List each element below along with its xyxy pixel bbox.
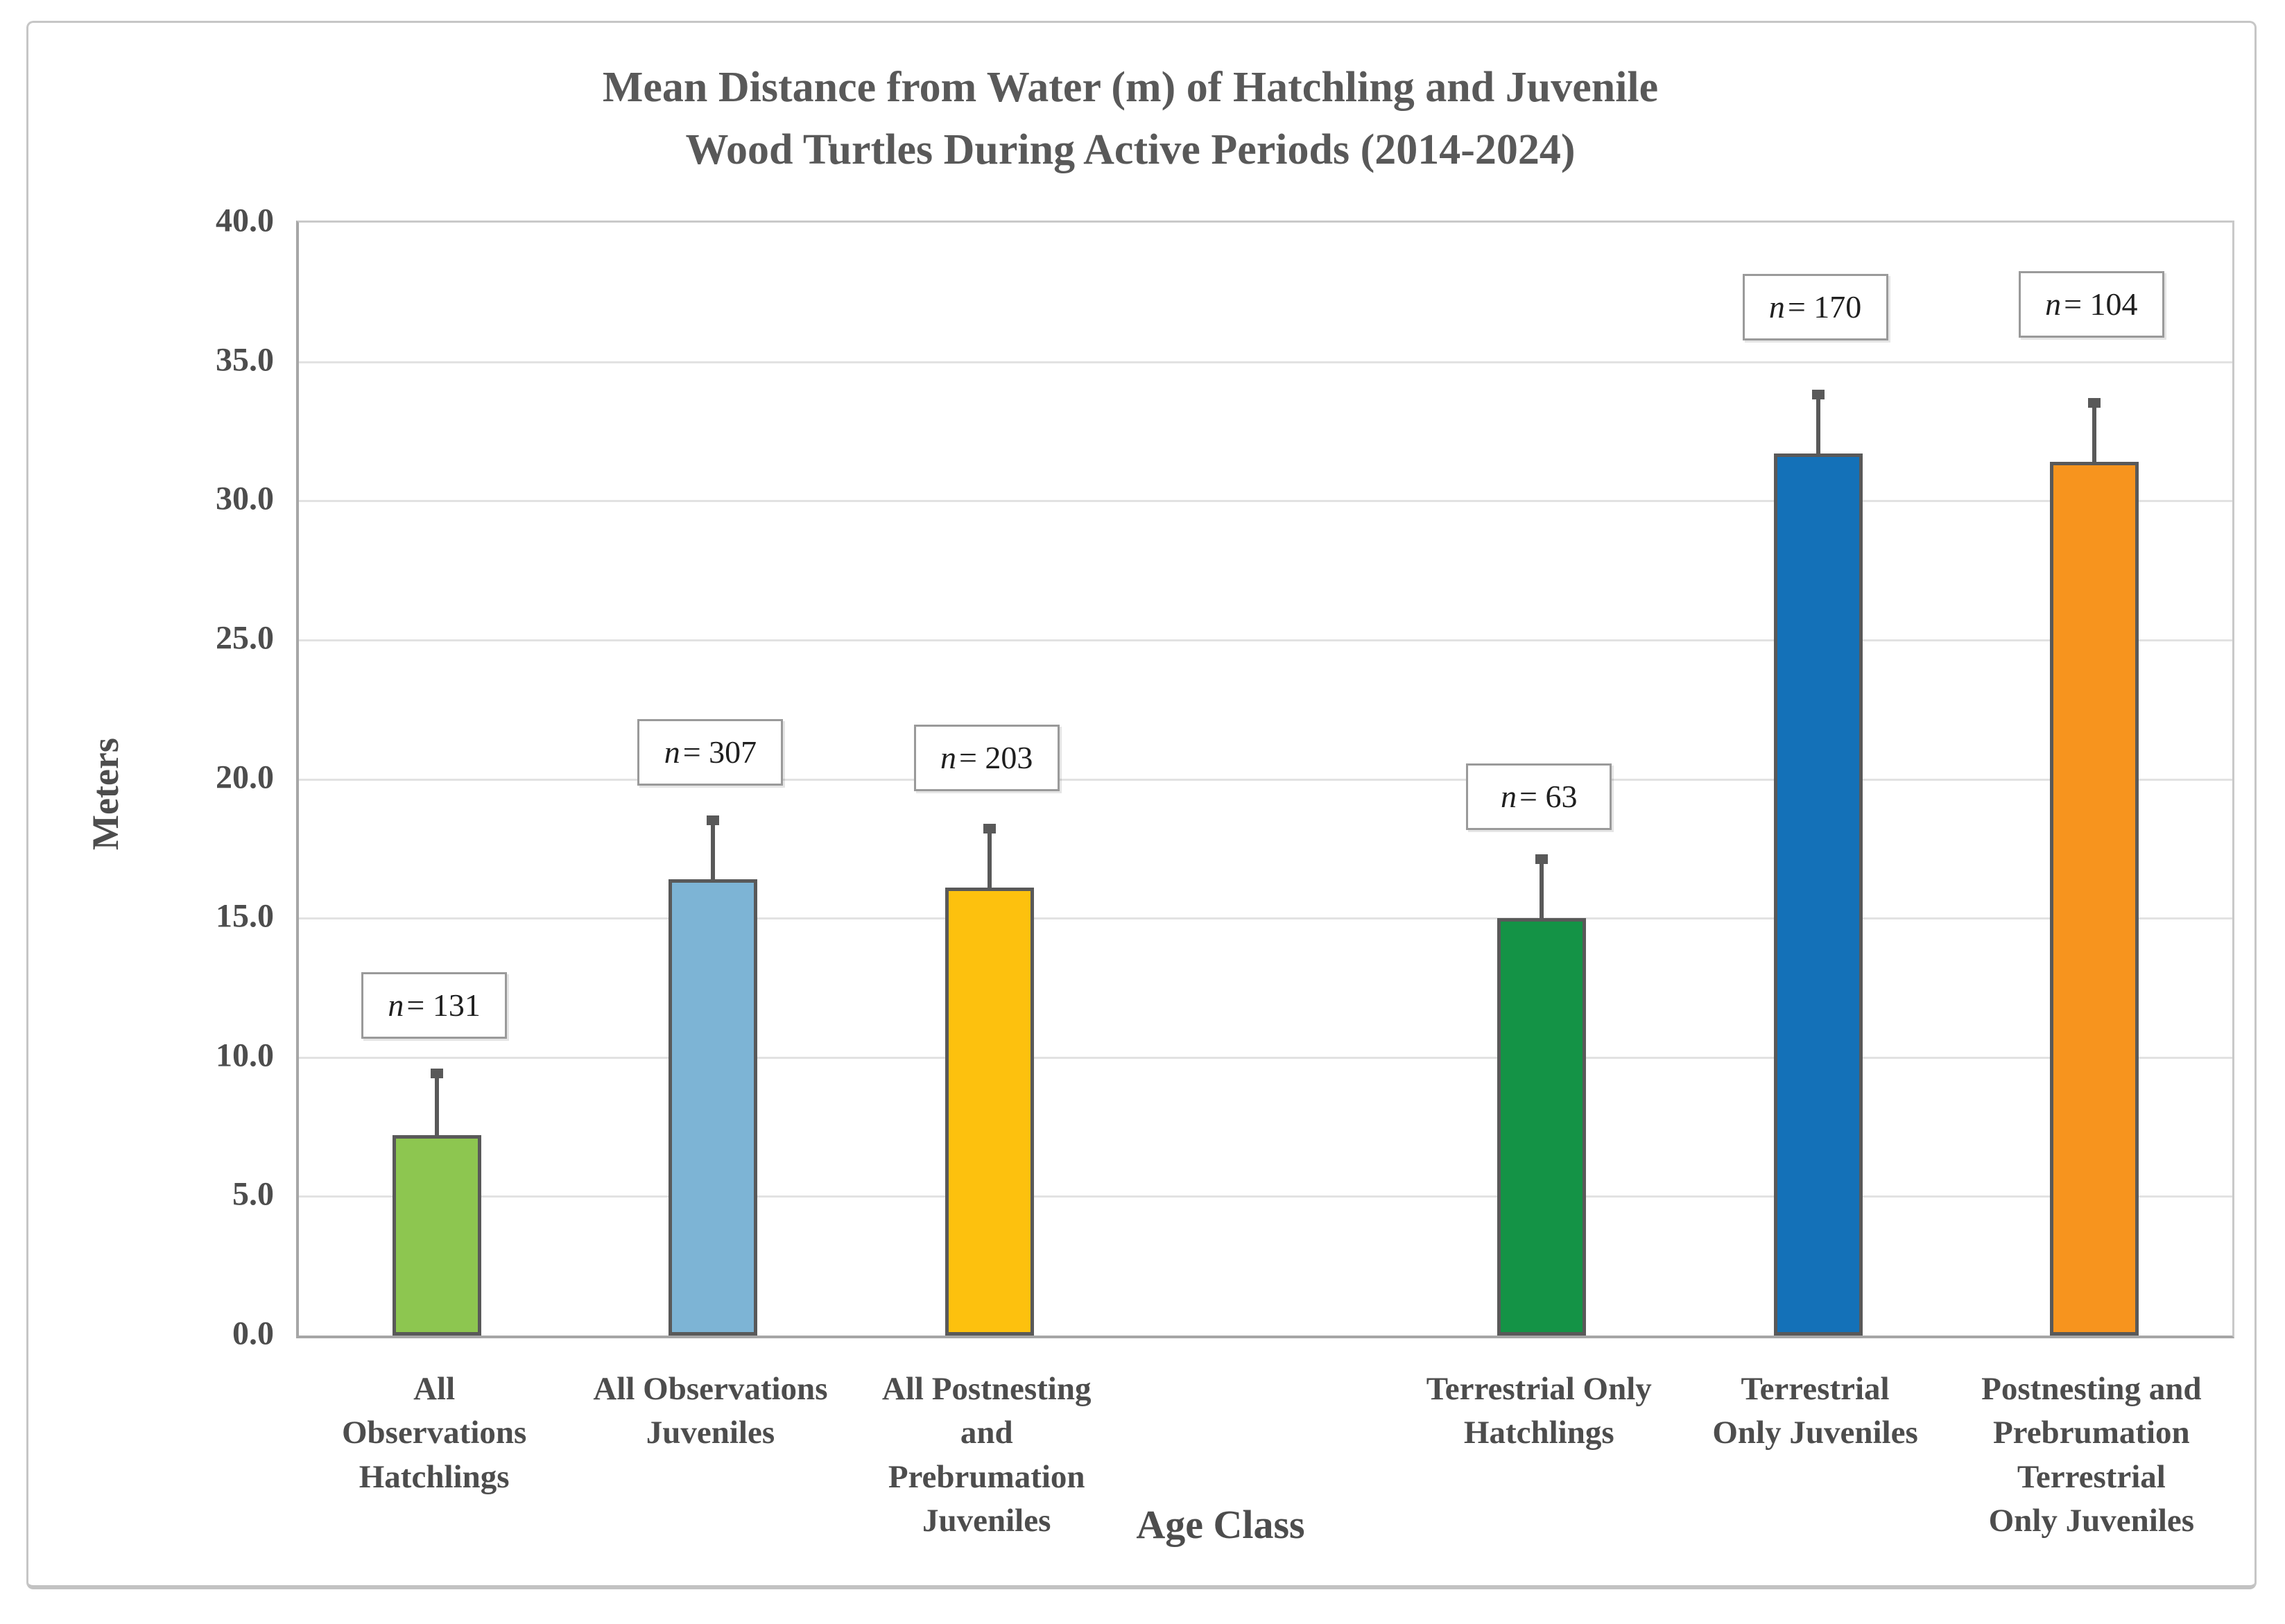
category-label-5: Terrestrial Only Juveniles: [1712, 1371, 1918, 1451]
gridline-35: [299, 361, 2232, 363]
gridline-10: [299, 1056, 2232, 1059]
error-bar-line-6: [2092, 400, 2096, 463]
error-bar-cap-6: [2087, 397, 2101, 408]
error-bar-cap-2: [707, 815, 720, 825]
category-label-4: Terrestrial Only Hatchlings: [1426, 1371, 1652, 1451]
category-label-2: All Observations Juveniles: [593, 1371, 828, 1451]
bar-4: [1497, 918, 1587, 1336]
n-count-label-1: n = 131: [361, 971, 508, 1039]
bar-6: [2049, 462, 2139, 1336]
gridline-30: [299, 500, 2232, 503]
y-tick-label-20.0: 20.0: [216, 759, 274, 795]
y-tick-label-35.0: 35.0: [216, 341, 274, 379]
y-tick-label-15.0: 15.0: [216, 897, 274, 935]
n-count-label-2: n = 307: [637, 718, 784, 786]
gridline-5: [299, 1195, 2232, 1198]
bar-2: [669, 879, 758, 1336]
y-tick-label-40.0: 40.0: [216, 202, 274, 239]
plot-area: [296, 221, 2234, 1338]
error-bar-line-1: [435, 1071, 440, 1136]
category-label-6: Postnesting and Prebrumation Terrestrial…: [1981, 1371, 2202, 1539]
bar-1: [393, 1135, 482, 1336]
y-axis-title: Meters: [85, 738, 126, 850]
bar-3: [945, 887, 1034, 1336]
n-count-label-4: n = 63: [1466, 763, 1612, 830]
n-count-label-5: n = 170: [1742, 273, 1888, 340]
y-tick-label-5.0: 5.0: [232, 1175, 274, 1213]
error-bar-line-2: [711, 818, 716, 879]
error-bar-cap-4: [1535, 854, 1549, 864]
category-label-1: All Observations Hatchlings: [341, 1371, 527, 1495]
error-bar-cap-3: [983, 823, 996, 833]
error-bar-cap-5: [1811, 389, 1825, 399]
error-bar-line-3: [987, 826, 992, 888]
n-count-label-3: n = 203: [913, 724, 1060, 791]
gridline-15: [299, 917, 2232, 920]
error-bar-cap-1: [431, 1068, 444, 1078]
y-tick-label-25.0: 25.0: [216, 619, 274, 657]
y-tick-label-0.0: 0.0: [232, 1315, 274, 1352]
y-tick-label-30.0: 30.0: [216, 480, 274, 517]
bar-5: [1773, 453, 1863, 1336]
error-bar-line-4: [1540, 856, 1544, 919]
category-label-3: All Postnesting and Prebrumation Juvenil…: [881, 1371, 1092, 1539]
chart-title: Mean Distance from Water (m) of Hatchlin…: [602, 64, 1659, 173]
gridline-20: [299, 778, 2232, 781]
n-count-label-6: n = 104: [2018, 270, 2164, 338]
x-axis-title: Age Class: [1136, 1502, 1305, 1547]
gridline-25: [299, 639, 2232, 641]
y-tick-label-10.0: 10.0: [216, 1037, 274, 1074]
error-bar-line-5: [1816, 392, 1820, 454]
